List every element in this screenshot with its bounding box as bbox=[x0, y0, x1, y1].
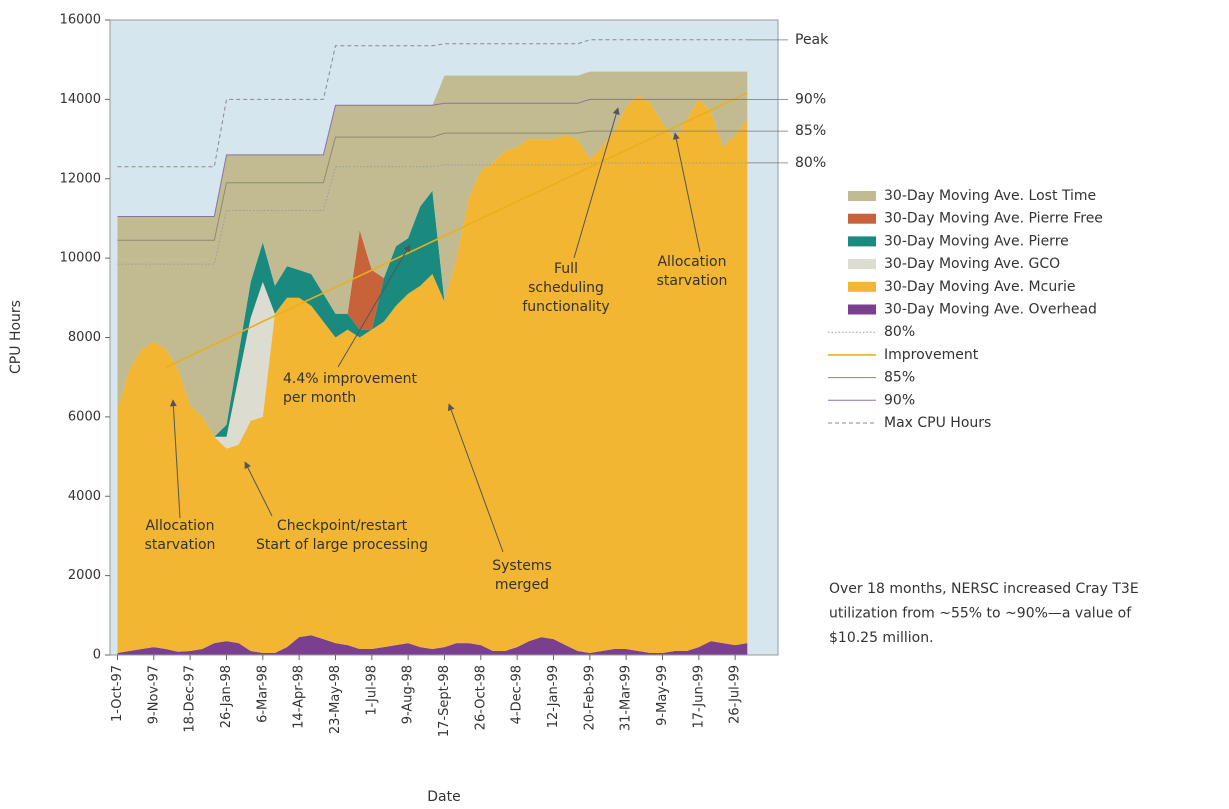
x-tick-label: 17-Sept-98 bbox=[437, 665, 452, 737]
y-tick-label: 16000 bbox=[60, 13, 101, 28]
x-tick-label: 12-Jan-99 bbox=[546, 665, 561, 728]
end-label: 80% bbox=[795, 155, 826, 171]
legend-label: 30-Day Moving Ave. Pierre Free bbox=[884, 211, 1103, 227]
x-tick-label: 17-Jun-99 bbox=[691, 665, 706, 729]
x-tick-label: 18-Dec-97 bbox=[183, 665, 198, 733]
legend-label: 30-Day Moving Ave. Pierre bbox=[884, 233, 1069, 249]
x-tick-label: 23-May-98 bbox=[328, 665, 343, 734]
y-tick-label: 0 bbox=[93, 648, 101, 663]
y-tick-label: 10000 bbox=[60, 251, 101, 266]
x-tick-label: 26-Jan-98 bbox=[219, 665, 234, 728]
y-tick-label: 4000 bbox=[68, 489, 101, 504]
annotation-arrow bbox=[169, 399, 181, 519]
line bbox=[117, 39, 748, 168]
annotation: functionality bbox=[522, 299, 609, 315]
x-tick-label: 1-Jul-98 bbox=[364, 665, 379, 716]
legend-swatch bbox=[848, 281, 876, 292]
y-tick-label: 12000 bbox=[60, 171, 101, 186]
y-tick-label: 8000 bbox=[68, 330, 101, 345]
end-label: 90% bbox=[795, 91, 826, 107]
legend-swatch bbox=[848, 236, 876, 247]
legend-label: 30-Day Moving Ave. GCO bbox=[884, 256, 1060, 272]
x-tick-label: 1-Oct-97 bbox=[110, 665, 125, 722]
annotation: merged bbox=[495, 577, 549, 593]
legend-label: 85% bbox=[884, 370, 915, 386]
x-tick-label: 9-Nov-97 bbox=[146, 665, 161, 724]
legend-label: 30-Day Moving Ave. Lost Time bbox=[884, 188, 1096, 204]
x-tick-label: 4-Dec-98 bbox=[510, 665, 525, 724]
legend-label: 90% bbox=[884, 392, 915, 408]
y-tick-label: 2000 bbox=[68, 568, 101, 583]
annotation: per month bbox=[283, 390, 356, 406]
legend-label: 30-Day Moving Ave. Overhead bbox=[884, 302, 1097, 318]
annotation: 4.4% improvement bbox=[283, 371, 417, 387]
note: utilization from ~55% to ~90%—a value of bbox=[829, 606, 1132, 622]
annotation: Systems bbox=[492, 558, 552, 574]
note: Over 18 months, NERSC increased Cray T3E bbox=[829, 581, 1139, 597]
y-axis-title: CPU Hours bbox=[8, 300, 24, 374]
x-tick-label: 26-Oct-98 bbox=[473, 665, 488, 730]
x-tick-label: 26-Jul-99 bbox=[728, 665, 743, 724]
annotation: starvation bbox=[145, 537, 216, 553]
x-tick-label: 9-May-99 bbox=[655, 665, 670, 726]
line bbox=[165, 92, 748, 369]
legend-label: Max CPU Hours bbox=[884, 415, 991, 431]
legend-label: 80% bbox=[884, 324, 915, 340]
annotation-arrow bbox=[573, 107, 620, 259]
annotation-arrow bbox=[244, 461, 273, 517]
line bbox=[117, 130, 748, 241]
legend-label: 30-Day Moving Ave. Mcurie bbox=[884, 279, 1075, 295]
annotation: Allocation bbox=[657, 254, 726, 270]
annotation-arrow bbox=[447, 403, 504, 553]
area bbox=[117, 95, 748, 437]
y-tick-label: 6000 bbox=[68, 409, 101, 424]
annotation: Allocation bbox=[145, 518, 214, 534]
line bbox=[117, 162, 748, 265]
annotation-arrow bbox=[672, 132, 701, 253]
area bbox=[117, 635, 748, 655]
area bbox=[117, 95, 748, 653]
legend-swatch bbox=[848, 213, 876, 224]
annotation: Start of large processing bbox=[256, 537, 428, 553]
legend-swatch bbox=[848, 259, 876, 270]
note: $10.25 million. bbox=[829, 630, 934, 646]
x-tick-label: 31-Mar-99 bbox=[619, 665, 634, 731]
x-tick-label: 6-Mar-98 bbox=[255, 665, 270, 723]
legend-swatch bbox=[848, 304, 876, 315]
x-axis-title: Date bbox=[427, 789, 460, 805]
annotation: starvation bbox=[657, 273, 728, 289]
area bbox=[117, 71, 748, 437]
annotation-arrow bbox=[337, 244, 411, 368]
annotation: Checkpoint/restart bbox=[277, 518, 408, 534]
line bbox=[117, 98, 748, 217]
end-label: Peak bbox=[795, 32, 829, 48]
x-tick-label: 9-Aug-98 bbox=[401, 665, 416, 724]
y-tick-label: 14000 bbox=[60, 92, 101, 107]
annotation: Full bbox=[554, 261, 578, 277]
legend-swatch bbox=[848, 191, 876, 201]
annotation: scheduling bbox=[528, 280, 604, 296]
legend-label: Improvement bbox=[884, 347, 979, 363]
end-label: 85% bbox=[795, 123, 826, 139]
x-tick-label: 14-Apr-98 bbox=[292, 665, 307, 729]
x-tick-label: 20-Feb-99 bbox=[582, 665, 597, 730]
